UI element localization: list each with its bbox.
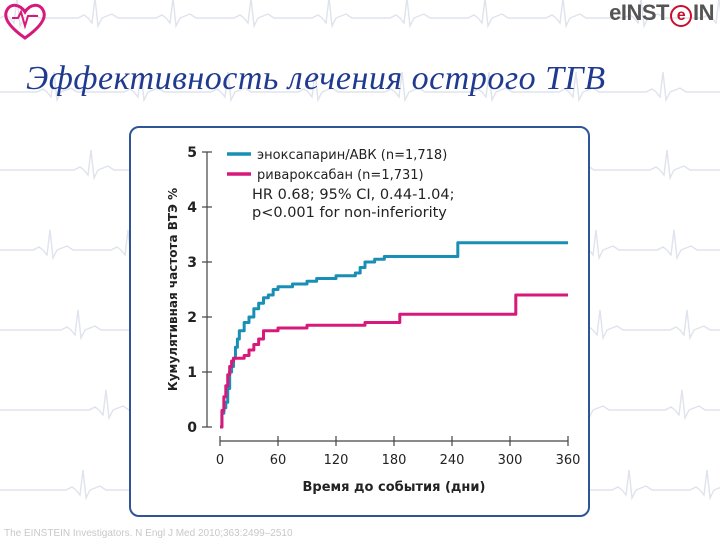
brand-middle: NST [626,0,670,25]
heart-logo-icon [4,3,46,40]
x-axis-title: Время до события (дни) [303,480,486,495]
brand-prefix: e [609,0,621,25]
series-line-1 [220,293,568,429]
kaplan-meier-chart: 0 1 2 3 4 5 0 60 120 180 240 300 360 Время до события… [166,145,581,495]
brand-e-circle: e [670,5,692,27]
legend-label-0: эноксапарин/АВК (n=1,718) [257,148,447,163]
x-tick-label: 60 [270,453,287,468]
brand-letter: I [620,0,627,25]
x-tick-label: 120 [324,453,349,468]
y-tick-label: 1 [187,365,197,381]
x-tick-label: 0 [216,453,224,468]
slide-title: Эффективность лечения острого ТГВ [26,60,606,97]
y-tick-label: 4 [187,200,197,216]
series-line-0 [220,241,568,429]
ecg-trace-1 [0,71,720,103]
chart-panel: 0 1 2 3 4 5 0 60 120 180 240 300 360 Время до события… [129,126,590,517]
legend-label-1: ривароксабан (n=1,731) [257,168,424,183]
y-tick-label: 2 [187,310,197,326]
y-tick-label: 0 [187,420,197,436]
einstein-brand-logo: eINST e IN [609,0,715,27]
annotation-line-0: HR 0.68; 95% CI, 0.44-1.04; [252,187,455,203]
y-tick-label: 5 [187,145,197,161]
x-tick-label: 360 [556,453,581,468]
reference-footer: The EINSTEIN Investigators. N Engl J Med… [4,528,293,539]
y-tick-label: 3 [187,255,197,271]
x-tick-label: 240 [440,453,465,468]
x-tick-label: 300 [498,453,523,468]
y-axis-title: Кумулятивная частота ВТЭ % [166,188,180,391]
ecg-trace-0 [0,0,720,29]
brand-suffix: IN [693,0,715,25]
annotation-line-1: p<0.001 for non-inferiority [252,205,447,221]
x-tick-label: 180 [382,453,407,468]
